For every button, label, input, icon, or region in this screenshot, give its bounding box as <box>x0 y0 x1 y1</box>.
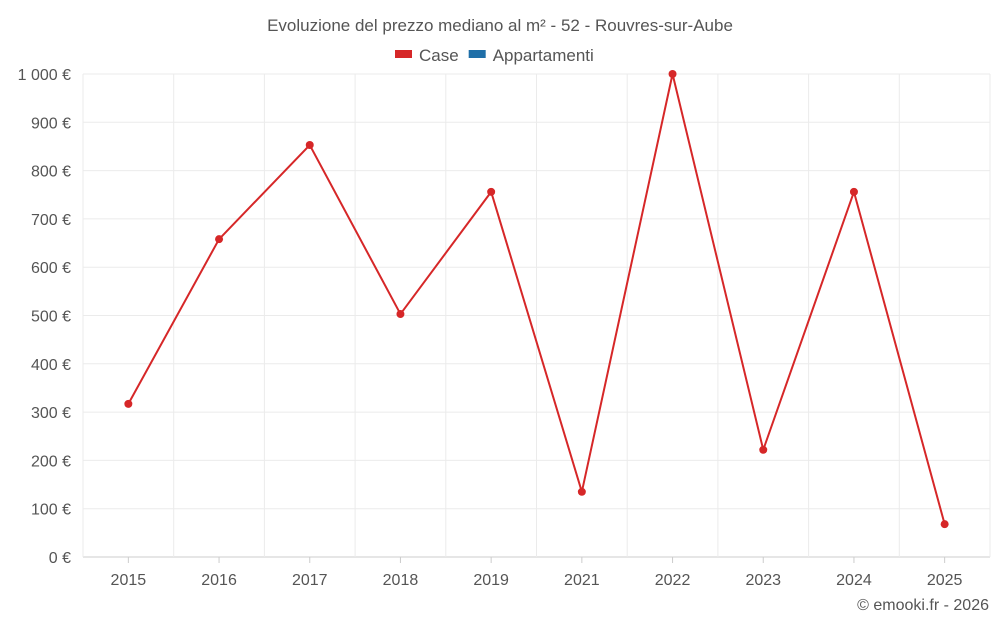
x-tick-label: 2019 <box>473 572 509 589</box>
data-point <box>124 399 133 408</box>
x-tick-label: 2023 <box>745 572 781 589</box>
data-point <box>487 187 496 196</box>
x-tick-label: 2017 <box>292 572 328 589</box>
series-line-case <box>127 73 946 525</box>
series <box>124 70 949 529</box>
x-tick-label: 2025 <box>927 572 963 589</box>
x-tick-label: 2015 <box>111 572 147 589</box>
x-tick-label: 2016 <box>201 572 237 589</box>
y-tick-label: 0 € <box>49 550 71 567</box>
y-tick-label: 200 € <box>31 453 71 470</box>
data-point <box>668 70 677 78</box>
y-axis: 0 € 100 € 200 € 300 € 400 € 500 € 600 € 700 € 80… <box>18 67 71 567</box>
y-tick-label: 500 € <box>31 309 71 326</box>
chart-title: Evoluzione del prezzo mediano al m² - 52… <box>267 16 733 35</box>
data-point <box>577 487 586 496</box>
x-tick-label: 2021 <box>564 572 600 589</box>
grid <box>82 73 991 558</box>
x-axis: 2015 2016 2017 2018 2019 2021 2022 2023 2024 2025 <box>111 557 963 589</box>
credit: © emooki.fr - 2026 <box>857 597 989 614</box>
data-point <box>215 235 224 244</box>
y-tick-label: 600 € <box>31 260 71 277</box>
data-point <box>396 310 405 319</box>
y-tick-label: 1 000 € <box>18 67 71 84</box>
legend-swatch-appartamenti <box>468 50 486 58</box>
x-tick-label: 2018 <box>383 572 419 589</box>
data-point <box>940 520 949 529</box>
y-tick-label: 300 € <box>31 405 71 422</box>
legend-swatch-case <box>395 50 412 58</box>
data-point <box>759 445 768 454</box>
data-point <box>305 141 314 150</box>
y-tick-label: 900 € <box>31 115 71 132</box>
y-tick-label: 800 € <box>31 164 71 181</box>
y-tick-label: 700 € <box>31 212 71 229</box>
legend-label: Appartamenti <box>493 46 594 65</box>
legend: Case Appartamenti <box>395 46 594 65</box>
data-point <box>849 187 858 196</box>
x-tick-label: 2024 <box>836 572 872 589</box>
legend-label: Case <box>419 46 459 65</box>
y-tick-label: 400 € <box>31 357 71 374</box>
y-tick-label: 100 € <box>31 502 71 519</box>
x-tick-label: 2022 <box>655 572 691 589</box>
